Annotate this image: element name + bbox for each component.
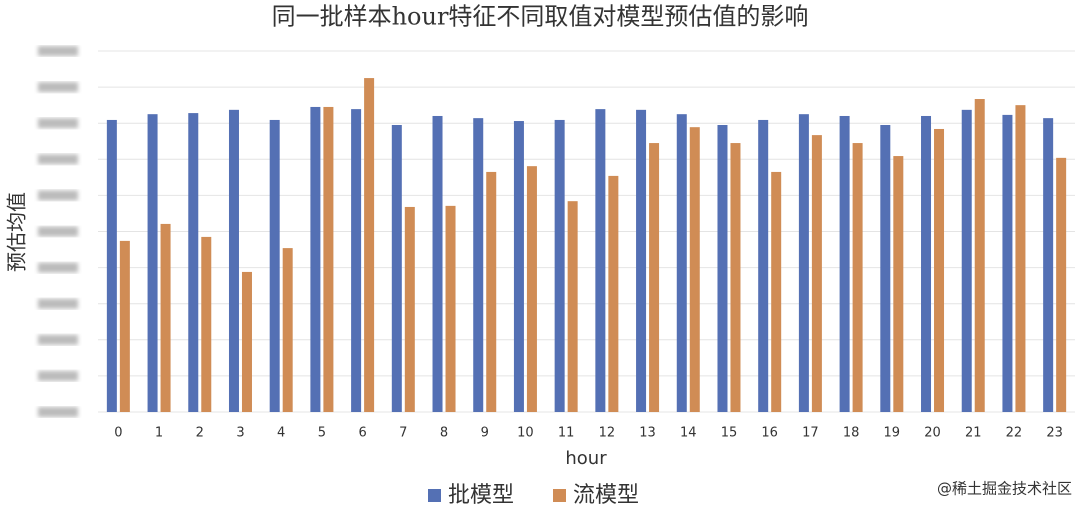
blurred-tick-label	[38, 226, 78, 237]
x-tick-label: 3	[236, 426, 244, 441]
x-tick-label: 15	[721, 426, 738, 441]
bar	[758, 119, 769, 413]
bar	[432, 115, 443, 412]
bar	[323, 106, 334, 412]
x-tick-label: 21	[965, 426, 982, 441]
bar	[147, 114, 158, 413]
bar	[513, 121, 524, 412]
bar	[567, 201, 578, 412]
x-tick-label: 14	[680, 426, 697, 441]
blurred-tick-label	[38, 118, 78, 129]
bar	[1015, 105, 1026, 413]
bar	[921, 115, 932, 412]
blurred-tick-label	[38, 82, 78, 93]
bar	[486, 171, 497, 412]
bar	[961, 109, 972, 412]
x-tick-label: 1	[155, 426, 163, 441]
bar	[106, 119, 117, 413]
bar	[228, 109, 239, 412]
legend-swatch	[428, 489, 441, 502]
bar	[730, 143, 741, 412]
bar	[839, 115, 850, 412]
bar	[201, 236, 212, 412]
bar	[160, 223, 171, 412]
x-tick-label: 0	[114, 426, 122, 441]
x-tick-label: 6	[358, 426, 366, 441]
bar	[119, 240, 130, 412]
x-tick-label: 9	[481, 426, 489, 441]
blurred-tick-label	[38, 334, 78, 345]
bar	[473, 118, 484, 412]
bar	[364, 78, 375, 412]
bar	[351, 109, 362, 412]
legend-label: 批模型	[448, 483, 514, 508]
bar	[636, 109, 647, 412]
x-tick-label: 18	[843, 426, 860, 441]
bar	[798, 114, 809, 413]
x-tick-label: 16	[761, 426, 778, 441]
x-tick-label: 2	[196, 426, 204, 441]
bar	[445, 205, 456, 412]
bar	[852, 143, 863, 412]
bar	[526, 166, 537, 412]
bar	[934, 128, 945, 412]
bar	[649, 143, 660, 412]
bar	[1002, 114, 1013, 412]
bar	[188, 113, 199, 412]
x-tick-label: 10	[517, 426, 534, 441]
legend-swatch	[553, 489, 566, 502]
x-tick-label: 19	[884, 426, 901, 441]
legend-label: 流模型	[573, 483, 639, 508]
bar	[282, 248, 293, 412]
bar	[717, 125, 728, 412]
x-tick-label: 11	[558, 426, 575, 441]
bar	[269, 119, 280, 413]
blurred-tick-label	[38, 262, 78, 273]
bar	[310, 106, 321, 412]
x-tick-label: 7	[399, 426, 407, 441]
x-tick-label: 13	[639, 426, 656, 441]
bar	[595, 109, 606, 412]
blurred-tick-label	[38, 190, 78, 201]
x-tick-label: 4	[277, 426, 285, 441]
x-axis-label: hour	[565, 448, 607, 469]
x-tick-label: 20	[924, 426, 941, 441]
blurred-tick-label	[38, 298, 78, 309]
bar	[893, 156, 904, 412]
x-tick-label: 12	[599, 426, 616, 441]
bar	[811, 135, 822, 412]
x-tick-label: 5	[318, 426, 326, 441]
x-tick-label: 23	[1046, 426, 1063, 441]
bar	[1056, 157, 1067, 412]
bar	[880, 125, 891, 412]
watermark: @稀土掘金技术社区	[937, 480, 1072, 498]
bar	[608, 175, 619, 412]
blurred-tick-label	[38, 46, 78, 56]
blurred-tick-label	[38, 154, 78, 165]
bar	[771, 171, 782, 412]
bar	[1043, 118, 1054, 412]
blurred-tick-label	[38, 370, 78, 381]
bar	[241, 271, 252, 412]
bar	[391, 125, 402, 412]
bar	[689, 127, 700, 413]
x-tick-label: 8	[440, 426, 448, 441]
blurred-tick-label	[38, 407, 78, 417]
x-tick-label: 22	[1006, 426, 1023, 441]
bar	[974, 99, 985, 412]
bar	[404, 206, 415, 412]
chart-title: 同一批样本hour特征不同取值对模型预估值的影响	[272, 3, 809, 31]
bar	[676, 114, 687, 413]
x-tick-label: 17	[802, 426, 819, 441]
bar	[554, 119, 565, 413]
y-axis-label: 预估均值	[5, 192, 29, 272]
